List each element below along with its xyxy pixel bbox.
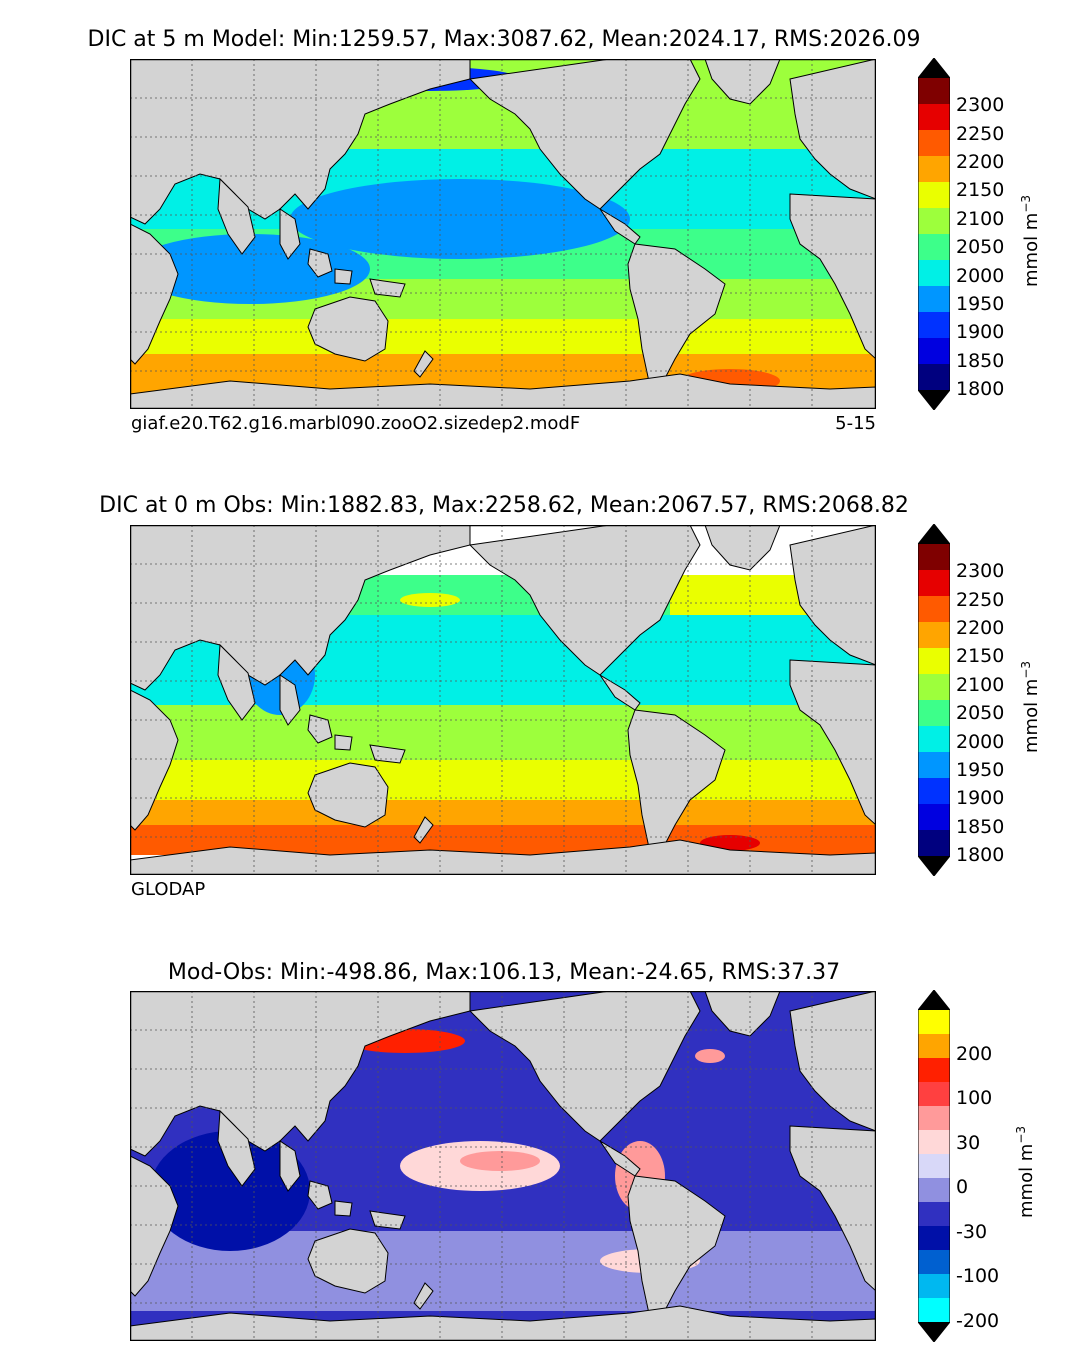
model-colorbar-cell [918, 364, 950, 391]
obs-colorbar-tick-label: 2150 [956, 645, 1005, 668]
obs-colorbar-cell [918, 804, 950, 831]
obs-colorbar-tick-label: 2200 [956, 617, 1005, 640]
model-colorbar-cell [918, 234, 950, 261]
model-colorbar-tick-label: 2200 [956, 151, 1005, 174]
obs-colorbar-cell [918, 570, 950, 597]
model-colorbar-tick-label: 1900 [956, 321, 1005, 344]
diff-colorbar-tick-label: -30 [956, 1220, 988, 1243]
model-season-label: 5-15 [835, 413, 876, 434]
diff-colorbar-cell [918, 1082, 950, 1107]
model-colorbar-tick-label: 2250 [956, 122, 1005, 145]
obs-colorbar-cell [918, 752, 950, 779]
model-colorbar-cell [918, 130, 950, 157]
model-colorbar [918, 58, 950, 410]
diff-colorbar-extend-bottom [918, 1322, 950, 1342]
obs-title: DIC at 0 m Obs: Min:1882.83, Max:2258.62… [99, 493, 909, 518]
diff-colorbar-cell [918, 1106, 950, 1131]
obs-map [130, 525, 876, 875]
model-colorbar-cell [918, 208, 950, 235]
model-run-label: giaf.e20.T62.g16.marbl090.zooO2.sizedep2… [131, 413, 581, 434]
diff-colorbar-tick-label: 100 [956, 1087, 993, 1110]
obs-colorbar-tick-label: 2250 [956, 588, 1005, 611]
obs-colorbar-tick-label: 2050 [956, 702, 1005, 725]
diff-colorbar [918, 990, 950, 1342]
model-colorbar-cell [918, 104, 950, 131]
model-colorbar-cell [918, 182, 950, 209]
diff-colorbar-tick-label: -100 [956, 1265, 1000, 1288]
diff-field-natl-pink [695, 1049, 725, 1063]
model-colorbar-tick-label: 2150 [956, 179, 1005, 202]
model-colorbar-extend-top [918, 58, 950, 78]
obs-colorbar-cell [918, 830, 950, 857]
diff-map [130, 991, 876, 1341]
obs-colorbar-cell [918, 648, 950, 675]
model-field-pac-blue [290, 179, 630, 259]
model-colorbar-extend-bottom [918, 390, 950, 410]
obs-colorbar [918, 524, 950, 876]
diff-colorbar-cell [918, 1154, 950, 1179]
obs-colorbar-tick-label: 2300 [956, 560, 1005, 583]
model-colorbar-tick-label: 2300 [956, 94, 1005, 117]
obs-colorbar-extend-bottom [918, 856, 950, 876]
diff-colorbar-cell [918, 1034, 950, 1059]
diff-colorbar-cell [918, 1250, 950, 1275]
model-colorbar-tick-label: 1950 [956, 292, 1005, 315]
obs-colorbar-tick-label: 1900 [956, 787, 1005, 810]
obs-colorbar-cell [918, 726, 950, 753]
diff-colorbar-tick-label: 30 [956, 1131, 981, 1154]
diff-field-ind-dark [150, 1131, 310, 1251]
obs-panel: DIC at 0 m Obs: Min:1882.83, Max:2258.62… [99, 493, 1042, 900]
obs-source-label: GLODAP [131, 879, 206, 900]
diff-colorbar-cell [918, 1178, 950, 1203]
diff-colorbar-tick-label: 0 [956, 1176, 969, 1199]
model-map [130, 59, 876, 409]
obs-colorbar-cell [918, 778, 950, 805]
model-title: DIC at 5 m Model: Min:1259.57, Max:3087.… [87, 27, 921, 52]
diff-colorbar-cell [918, 1130, 950, 1155]
diff-colorbar-cell [918, 1010, 950, 1035]
model-colorbar-cell [918, 286, 950, 313]
model-panel: DIC at 5 m Model: Min:1259.57, Max:3087.… [0, 0, 1071, 460]
model-colorbar-tick-label: 1800 [956, 378, 1005, 400]
diff-colorbar-cell [918, 1226, 950, 1251]
model-colorbar-cell [918, 156, 950, 183]
model-colorbar-cell [918, 312, 950, 339]
model-colorbar-tick-label: 2050 [956, 236, 1005, 259]
model-colorbar-cell [918, 260, 950, 287]
diff-field-pac-red [460, 1151, 540, 1171]
model-colorbar-tick-label: 2000 [956, 264, 1005, 287]
obs-colorbar-cell [918, 544, 950, 571]
obs-colorbar-cell [918, 700, 950, 727]
obs-colorbar-tick-label: 1800 [956, 844, 1005, 866]
obs-colorbar-extend-top [918, 524, 950, 544]
model-colorbar-cell [918, 338, 950, 365]
diff-colorbar-cell [918, 1298, 950, 1323]
diff-colorbar-extend-top [918, 990, 950, 1010]
obs-colorbar-cell [918, 674, 950, 701]
diff-colorbar-cell [918, 1274, 950, 1299]
obs-colorbar-cell [918, 622, 950, 649]
obs-colorbar-tick-label: 2100 [956, 673, 1005, 696]
obs-colorbar-tick-label: 1850 [956, 815, 1005, 838]
diff-colorbar-cell [918, 1202, 950, 1227]
diff-colorbar-unit: mmol m−3 [1014, 1125, 1037, 1218]
obs-colorbar-cell [918, 596, 950, 623]
diff-title: Mod-Obs: Min:-498.86, Max:106.13, Mean:-… [167, 960, 841, 985]
obs-colorbar-tick-label: 1950 [956, 758, 1005, 781]
diff-colorbar-cell [918, 1058, 950, 1083]
diff-colorbar-tick-label: -200 [956, 1310, 1000, 1332]
model-colorbar-tick-label: 2100 [956, 207, 1005, 230]
obs-field-npac [400, 593, 460, 607]
obs-colorbar-tick-label: 2000 [956, 730, 1005, 753]
model-colorbar-cell [918, 78, 950, 105]
model-colorbar-tick-label: 1850 [956, 349, 1005, 372]
diff-colorbar-tick-label: 200 [956, 1042, 993, 1065]
